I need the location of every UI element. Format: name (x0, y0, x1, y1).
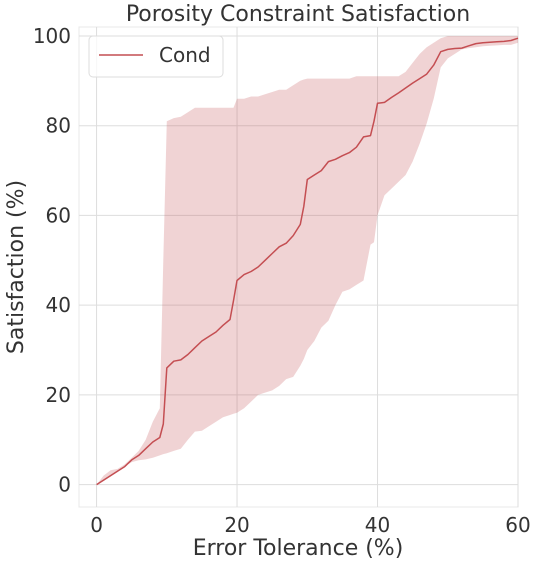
series-line-layer (96, 37, 519, 486)
tick-labels: 0 20 40 60 0 20 40 60 80 100 (33, 24, 531, 537)
y-tick-label: 40 (46, 293, 71, 317)
legend: Cond (88, 35, 224, 78)
y-tick-label: 100 (33, 24, 71, 48)
y-axis-label: Satisfaction (%) (4, 180, 29, 354)
y-tick-label: 60 (46, 203, 71, 227)
chart-title: Porosity Constraint Satisfaction (126, 2, 470, 27)
legend-box (88, 35, 224, 78)
x-tick-label: 40 (365, 513, 390, 537)
y-tick-label: 80 (46, 114, 71, 138)
x-tick-label: 60 (505, 513, 530, 537)
x-axis-label: Error Tolerance (%) (193, 536, 404, 561)
y-tick-label: 20 (46, 383, 71, 407)
y-tick-label: 0 (58, 473, 71, 497)
legend-label-cond: Cond (159, 43, 211, 67)
series-line-0 (96, 37, 519, 486)
x-tick-label: 20 (224, 513, 249, 537)
x-tick-label: 0 (90, 513, 103, 537)
confidence-band-layer (96, 36, 518, 485)
confidence-band-0 (96, 36, 518, 485)
plot-area (78, 26, 519, 508)
